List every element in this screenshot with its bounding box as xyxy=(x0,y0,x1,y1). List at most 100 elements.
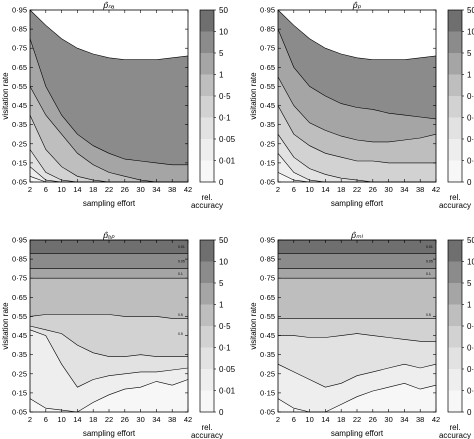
contour-line-5 xyxy=(277,28,437,120)
contour-line-3 xyxy=(277,105,436,164)
panel-title: p̂ₙₐ xyxy=(102,0,114,10)
x-tick-label: 38 xyxy=(168,415,176,424)
y-tick-label: 0·85 xyxy=(12,25,27,34)
y-tick-label: 0·25 xyxy=(260,369,275,378)
colorbar-segment xyxy=(448,390,462,412)
y-tick-label: 0·95 xyxy=(12,6,27,15)
colorbar-tick-label: 10 xyxy=(467,28,474,37)
colorbar-label-line2: accuracy xyxy=(191,431,223,439)
x-axis-label: sampling effort xyxy=(83,199,136,208)
x-tick-label: 26 xyxy=(369,185,377,194)
colorbar-tick-label: 0·05 xyxy=(219,135,236,144)
contour-label: 0.1 xyxy=(178,272,183,276)
y-axis-label: visitation rate xyxy=(1,302,10,350)
panel-title: p̂ₚ xyxy=(352,0,362,10)
colorbar-tick-label: 0·05 xyxy=(467,135,474,144)
x-tick-label: 30 xyxy=(384,185,392,194)
y-axis-label: visitation rate xyxy=(249,72,258,120)
colorbar-segment xyxy=(448,347,462,369)
y-tick-label: 0·95 xyxy=(260,236,275,245)
y-tick-label: 0·25 xyxy=(260,139,275,148)
x-tick-label: 18 xyxy=(337,415,345,424)
colorbar-tick-label: 50 xyxy=(467,236,474,245)
colorbar-tick-label: 0·5 xyxy=(219,322,231,331)
y-tick-label: 0·45 xyxy=(12,101,27,110)
x-tick-label: 18 xyxy=(89,415,97,424)
contour-label: 0.5 xyxy=(178,332,183,336)
x-tick-label: 22 xyxy=(353,185,361,194)
x-tick-label: 2 xyxy=(28,415,32,424)
y-tick-label: 0·85 xyxy=(12,255,27,264)
x-tick-label: 18 xyxy=(89,185,97,194)
y-tick-label: 0·65 xyxy=(260,63,275,72)
colorbar-segment xyxy=(448,139,462,161)
colorbar-segment xyxy=(448,10,462,32)
colorbar-segment xyxy=(448,74,462,96)
colorbar-tick-label: 0·05 xyxy=(467,365,474,374)
x-tick-label: 2 xyxy=(28,185,32,194)
x-tick-label: 14 xyxy=(73,185,81,194)
contour-label: 0.01 xyxy=(178,245,185,249)
contour-band-0 xyxy=(278,383,436,412)
colorbar-tick-label: 0·1 xyxy=(219,114,231,123)
colorbar-label-line2: accuracy xyxy=(191,201,223,210)
colorbar-segment xyxy=(200,304,214,326)
contour-line-1 xyxy=(277,363,437,388)
contour-label: 0.05 xyxy=(426,260,433,264)
y-tick-label: 0·65 xyxy=(12,63,27,72)
colorbar-tick-label: 0 xyxy=(219,178,224,187)
colorbar-tick-label: 0·01 xyxy=(467,157,474,166)
x-tick-label: 34 xyxy=(152,415,160,424)
colorbar-segment xyxy=(448,304,462,326)
colorbar-label-line2: accuracy xyxy=(439,431,471,439)
contour-line-4 xyxy=(277,76,437,143)
y-tick-label: 0·55 xyxy=(12,82,27,91)
contour-line-1 xyxy=(29,329,189,388)
colorbar-tick-label: 0·5 xyxy=(467,92,474,101)
colorbar-segment xyxy=(448,369,462,391)
colorbar-tick-label: 5 xyxy=(219,49,224,58)
colorbar-segment xyxy=(200,240,214,262)
x-tick-label: 14 xyxy=(321,415,329,424)
x-tick-label: 22 xyxy=(105,185,113,194)
colorbar-tick-label: 5 xyxy=(467,49,472,58)
colorbar-segment xyxy=(200,283,214,305)
colorbar-segment xyxy=(200,53,214,75)
y-axis-label: visitation rate xyxy=(249,302,258,350)
y-tick-label: 0·15 xyxy=(260,158,275,167)
colorbar-tick-label: 0·01 xyxy=(467,387,474,396)
y-tick-label: 0·85 xyxy=(260,25,275,34)
colorbar-tick-label: 0 xyxy=(219,408,224,417)
colorbar-segment xyxy=(200,261,214,283)
x-tick-label: 10 xyxy=(305,185,313,194)
y-tick-label: 0·15 xyxy=(12,158,27,167)
colorbar-tick-label: 50 xyxy=(219,236,228,245)
colorbar-tick-label: 5 xyxy=(219,279,224,288)
colorbar-segment xyxy=(200,139,214,161)
colorbar-tick-label: 0 xyxy=(467,408,472,417)
contour-line-2 xyxy=(278,333,436,342)
x-tick-label: 34 xyxy=(152,185,160,194)
colorbar-segment xyxy=(448,160,462,182)
y-tick-label: 0·45 xyxy=(260,331,275,340)
colorbar-segment xyxy=(200,326,214,348)
colorbar-segment xyxy=(448,53,462,75)
x-tick-label: 38 xyxy=(416,415,424,424)
panel-3: 2 6 10 14 18 22 26 30 34 38 420·050·150·250·350·45… xyxy=(1,230,236,439)
y-tick-label: 0·65 xyxy=(260,293,275,302)
x-axis-label: sampling effort xyxy=(331,429,384,438)
x-tick-label: 2 xyxy=(276,185,280,194)
colorbar-label-line1: rel. xyxy=(449,193,460,202)
panel-title: p̂ₐₚ xyxy=(102,230,115,240)
x-tick-label: 6 xyxy=(44,185,48,194)
x-tick-label: 26 xyxy=(369,415,377,424)
colorbar-segment xyxy=(448,326,462,348)
x-tick-label: 14 xyxy=(321,185,329,194)
x-tick-label: 14 xyxy=(73,415,81,424)
contour-label: 0.5 xyxy=(178,313,183,317)
colorbar-segment xyxy=(448,283,462,305)
colorbar-tick-label: 50 xyxy=(219,6,228,15)
contour-line-2 xyxy=(29,325,188,357)
x-tick-label: 38 xyxy=(416,185,424,194)
